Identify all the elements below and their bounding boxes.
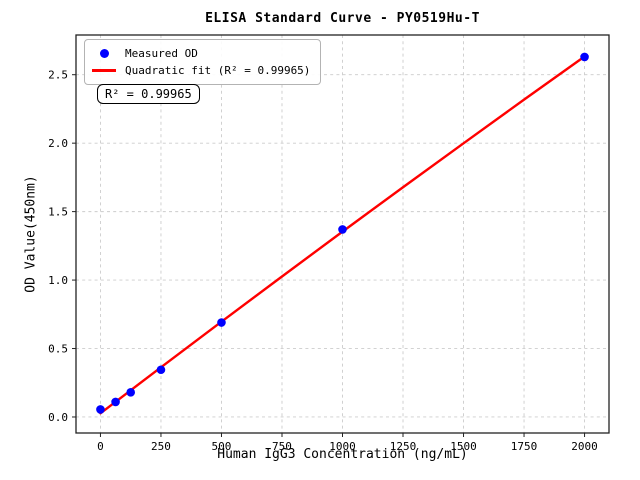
y-axis-label: OD Value(450nm) [23, 175, 39, 293]
data-point [580, 52, 589, 62]
x-tick-label: 1000 [329, 440, 356, 453]
x-tick-label: 0 [97, 440, 104, 453]
y-tick-label: 1.0 [48, 274, 68, 287]
chart-title: ELISA Standard Curve - PY0519Hu-T [205, 11, 480, 26]
legend-handle [92, 69, 116, 72]
quadratic-fit-marker-icon [92, 69, 116, 72]
r-squared-annotation: R² = 0.99965 [97, 84, 200, 104]
y-tick-label: 0.5 [48, 343, 68, 356]
x-tick-label: 250 [151, 440, 171, 453]
legend-item-quadratic-fit: Quadratic fit (R² = 0.99965) [92, 62, 310, 79]
data-point [96, 405, 105, 414]
y-tick-label: 1.5 [48, 206, 68, 219]
measured-od-marker-icon [99, 49, 109, 58]
x-tick-label: 1250 [390, 440, 417, 453]
data-point [217, 318, 226, 327]
x-tick-label: 750 [272, 440, 292, 453]
x-tick-label: 2000 [571, 440, 598, 453]
legend-label-quadratic-fit: Quadratic fit (R² = 0.99965) [125, 64, 311, 77]
data-point [156, 365, 166, 375]
data-point [338, 225, 347, 234]
y-tick-label: 2.5 [48, 69, 68, 82]
legend: Measured OD Quadratic fit (R² = 0.99965) [84, 39, 322, 85]
legend-label-measured-od: Measured OD [125, 47, 198, 60]
x-tick-label: 1750 [511, 440, 538, 453]
data-point [111, 397, 120, 407]
x-tick-label: 500 [212, 440, 232, 453]
y-tick-label: 2.0 [48, 137, 68, 150]
data-point [126, 388, 136, 397]
legend-item-measured-od: Measured OD [92, 45, 310, 62]
x-tick-label: 1500 [450, 440, 477, 453]
y-tick-label: 0.0 [48, 411, 68, 424]
x-axis-label: Human IgG3 Concentration (ng/mL) [217, 447, 468, 462]
legend-handle [92, 49, 116, 58]
